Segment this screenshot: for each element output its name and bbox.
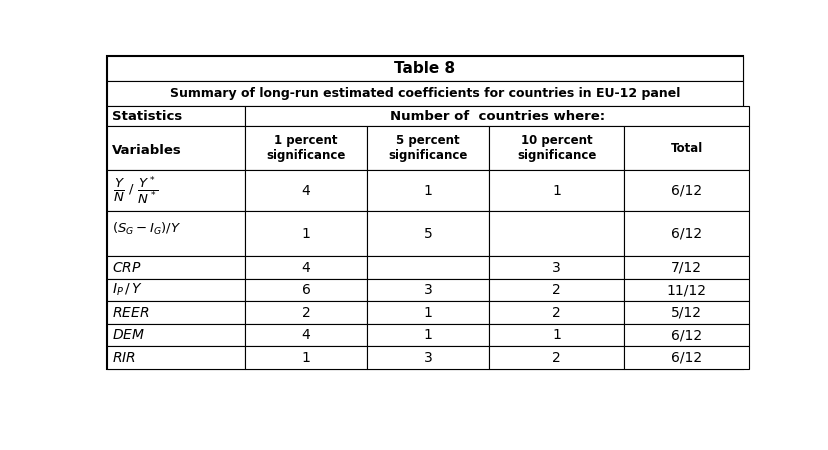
Bar (367, 170, 489, 212)
Text: Statistics: Statistics (112, 109, 182, 122)
Text: 4: 4 (301, 328, 310, 342)
Text: Total: Total (670, 142, 702, 154)
Bar (245, 212, 367, 256)
Bar (107, 302, 245, 324)
Text: 1: 1 (301, 227, 310, 241)
Text: Table 8: Table 8 (394, 61, 455, 76)
Text: $\left(S_G - I_G\right)/Y$: $\left(S_G - I_G\right)/Y$ (112, 221, 181, 237)
Text: 2: 2 (301, 306, 310, 320)
Bar (107, 346, 245, 369)
Bar (489, 212, 623, 256)
Text: $\mathit{RIR}$: $\mathit{RIR}$ (112, 351, 136, 364)
Bar (623, 346, 749, 369)
Text: 5 percent
significance: 5 percent significance (388, 134, 467, 162)
Bar (107, 279, 245, 302)
Text: $\mathit{CRP}$: $\mathit{CRP}$ (112, 261, 142, 274)
Text: 6/12: 6/12 (671, 328, 701, 342)
Text: 3: 3 (551, 261, 561, 274)
Bar (489, 170, 623, 212)
Bar (245, 106, 749, 126)
Bar (107, 56, 742, 81)
Bar (367, 324, 489, 346)
Bar (367, 256, 489, 279)
Text: 5/12: 5/12 (671, 306, 701, 320)
Bar (107, 106, 245, 126)
Bar (623, 324, 749, 346)
Text: $\mathit{DEM}$: $\mathit{DEM}$ (112, 328, 145, 342)
Bar (107, 256, 245, 279)
Bar (623, 256, 749, 279)
Bar (245, 279, 367, 302)
Bar (245, 346, 367, 369)
Text: Number of  countries where:: Number of countries where: (389, 109, 604, 122)
Text: 5: 5 (423, 227, 432, 241)
Bar (245, 324, 367, 346)
Bar (245, 256, 367, 279)
Bar (107, 170, 245, 212)
Bar (489, 346, 623, 369)
Text: 1: 1 (551, 184, 561, 198)
Bar (623, 212, 749, 256)
Bar (623, 126, 749, 170)
Text: 1: 1 (301, 351, 310, 364)
Text: 4: 4 (301, 261, 310, 274)
Bar (489, 324, 623, 346)
Text: 1: 1 (551, 328, 561, 342)
Text: 2: 2 (551, 351, 561, 364)
Bar (489, 126, 623, 170)
Bar (245, 302, 367, 324)
Text: 6/12: 6/12 (671, 351, 701, 364)
Bar (367, 212, 489, 256)
Bar (107, 126, 245, 170)
Bar (367, 279, 489, 302)
Bar (107, 324, 245, 346)
Bar (107, 81, 742, 106)
Bar (245, 170, 367, 212)
Bar (367, 346, 489, 369)
Text: Variables: Variables (112, 144, 181, 157)
Bar (623, 279, 749, 302)
Text: 3: 3 (423, 283, 432, 297)
Text: 6/12: 6/12 (671, 184, 701, 198)
Bar (489, 302, 623, 324)
Text: 3: 3 (423, 351, 432, 364)
Bar (489, 279, 623, 302)
Text: 7/12: 7/12 (671, 261, 701, 274)
Bar (367, 126, 489, 170)
Bar (107, 212, 245, 256)
Text: $\mathit{I}_{\mathit{P}}\,/\,\mathit{Y}$: $\mathit{I}_{\mathit{P}}\,/\,\mathit{Y}$ (112, 282, 142, 298)
Bar (623, 170, 749, 212)
Text: 1: 1 (423, 306, 432, 320)
Text: Summary of long-run estimated coefficients for countries in EU-12 panel: Summary of long-run estimated coefficien… (170, 87, 679, 99)
Text: $\dfrac{Y}{N}$ $/$ $\dfrac{Y^*}{N^*}$: $\dfrac{Y}{N}$ $/$ $\dfrac{Y^*}{N^*}$ (113, 175, 159, 207)
Text: 2: 2 (551, 306, 561, 320)
Text: 6: 6 (301, 283, 310, 297)
Bar (489, 256, 623, 279)
Text: 11/12: 11/12 (666, 283, 705, 297)
Text: 4: 4 (301, 184, 310, 198)
Text: 1: 1 (423, 184, 432, 198)
Bar (367, 302, 489, 324)
Text: 1: 1 (423, 328, 432, 342)
Bar (623, 302, 749, 324)
Text: 2: 2 (551, 283, 561, 297)
Text: 1 percent
significance: 1 percent significance (266, 134, 345, 162)
Bar (245, 126, 367, 170)
Text: 6/12: 6/12 (671, 227, 701, 241)
Text: $\mathit{REER}$: $\mathit{REER}$ (112, 306, 149, 320)
Text: 10 percent
significance: 10 percent significance (517, 134, 595, 162)
